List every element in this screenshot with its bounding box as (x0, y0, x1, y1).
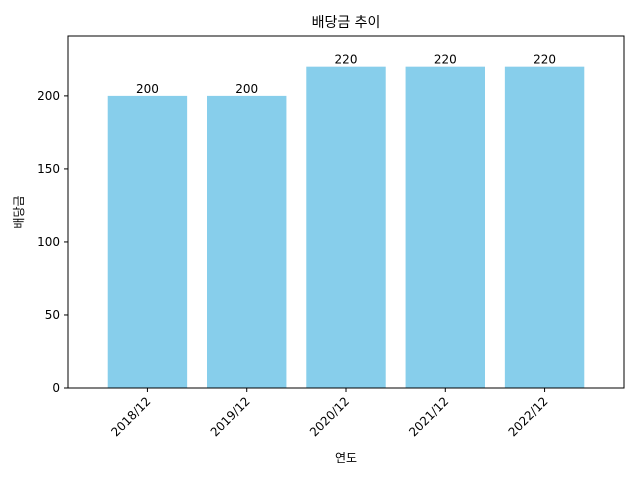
bar-group (107, 66, 585, 389)
y-tick-label: 0 (52, 381, 60, 395)
data-label: 220 (335, 53, 358, 67)
data-label: 220 (434, 53, 457, 67)
y-tick-label: 100 (37, 235, 60, 249)
x-tick-label: 2018/12 (108, 394, 153, 439)
y-tick-label: 150 (37, 162, 60, 176)
x-axis: 2018/12 2019/12 2020/12 2021/12 2022/12 (108, 388, 551, 439)
data-label: 200 (136, 82, 159, 96)
x-tick-label: 2022/12 (506, 394, 551, 439)
x-tick-label: 2020/12 (307, 394, 352, 439)
bar-2019-12 (207, 95, 287, 388)
bar-2020-12 (306, 66, 386, 389)
data-label: 220 (533, 53, 556, 67)
x-tick-label: 2019/12 (208, 394, 253, 439)
chart-title: 배당금 추이 (312, 15, 381, 31)
y-tick-label: 200 (37, 89, 60, 103)
y-axis: 0 50 100 150 200 (37, 89, 68, 395)
bar-2021-12 (405, 66, 485, 389)
bar-2022-12 (504, 66, 585, 389)
x-axis-label: 연도 (335, 451, 357, 465)
y-tick-label: 50 (45, 308, 60, 322)
data-label: 200 (235, 82, 258, 96)
x-tick-label: 2021/12 (406, 394, 451, 439)
bar-2018-12 (107, 95, 188, 388)
plot-frame (67, 35, 625, 389)
y-axis-label: 배당금 (12, 195, 26, 228)
data-label-group: 200 200 220 220 220 (136, 53, 556, 96)
